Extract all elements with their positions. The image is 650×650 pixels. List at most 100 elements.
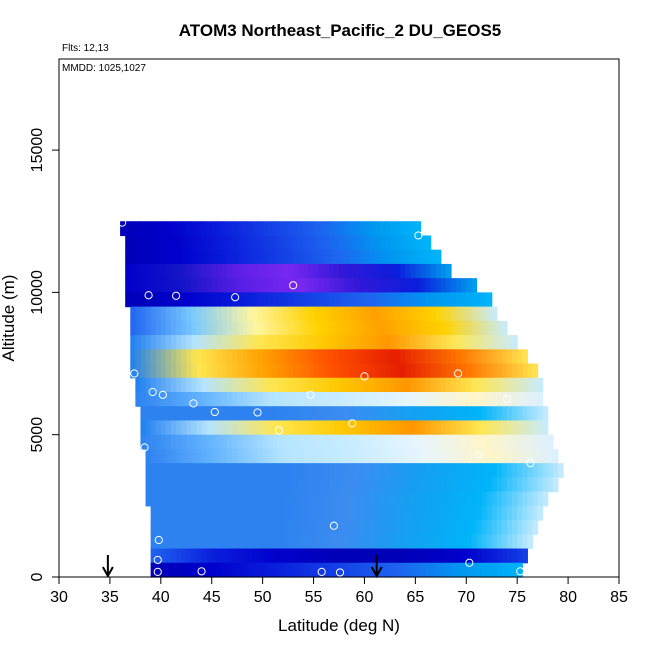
heatmap-cell [400,363,406,379]
heatmap-cell [445,320,452,336]
heatmap-cell [486,491,493,507]
sample-point [189,399,198,408]
heatmap-cell [435,434,442,450]
heatmap-cell [374,377,381,393]
heatmap-cell [318,235,325,251]
heatmap-cell [466,562,472,578]
heatmap-cell [359,434,366,450]
heatmap-cell [466,434,472,450]
heatmap-cell [227,377,233,393]
heatmap-cell [440,377,447,393]
heatmap-cell [369,534,376,550]
heatmap-cell [298,349,304,365]
heatmap-cell [196,520,203,535]
heatmap-cell [196,292,203,308]
heatmap-cell [476,448,483,464]
heatmap-cell [405,406,411,422]
heatmap-cell [293,448,299,464]
heatmap-cell [232,463,238,478]
heatmap-cell [318,420,325,436]
heatmap-cell [471,448,478,464]
heatmap-cell [471,548,478,564]
heatmap-cell [359,392,366,407]
y-axis-label: Altitude (m) [0,275,18,362]
heatmap-cell [140,235,147,251]
heatmap-cell [165,278,172,293]
heatmap-cell [476,392,483,407]
heatmap-cell [415,278,422,293]
sample-point [148,387,157,397]
heatmap-cell [395,221,401,237]
heatmap-cell [135,263,142,279]
heatmap-cell [374,221,381,237]
heatmap-cell [216,392,223,407]
heatmap-cell [293,420,299,436]
heatmap-cell [196,377,203,393]
sample-point [153,555,162,565]
heatmap-cell [298,363,304,379]
heatmap-cell [461,335,467,350]
heatmap-cell [430,377,437,393]
heatmap-cell [466,306,472,322]
heatmap-cell [384,221,391,237]
heatmap-cell [135,335,142,350]
heatmap-cell [359,292,366,308]
heatmap-cell [227,306,233,322]
heatmap-cell [160,463,167,478]
heatmap-cell [191,434,198,450]
heatmap-cell [400,505,406,521]
heatmap-cell [181,278,187,293]
heatmap-cell [323,520,330,535]
heatmap-cell [313,249,320,265]
heatmap-cell [471,406,478,422]
heatmap-cell [318,306,325,322]
heatmap-cell [491,335,498,350]
heatmap-cell [481,505,488,521]
heatmap-cell [491,520,498,535]
heatmap-cell [384,463,391,478]
heatmap-cell [328,392,335,407]
heatmap-cell [267,434,274,450]
heatmap-cell [186,520,192,535]
heatmap-cell [400,392,406,407]
heatmap-cell [191,406,198,422]
heatmap-cell [145,377,152,393]
heatmap-cell [420,306,427,322]
heatmap-cell [405,235,411,251]
heatmap-cell [313,534,320,550]
heatmap-cell [471,320,478,336]
heatmap-cell [374,263,381,279]
flight-arrow [370,555,383,579]
heatmap-cell [430,263,437,279]
heatmap-cell [415,406,422,422]
heatmap-cell [247,335,254,350]
heatmap-cell [298,320,304,336]
heatmap-cell [451,420,457,436]
sample-point [317,567,326,576]
heatmap-cell [196,278,203,293]
heatmap-cell [206,320,213,336]
heatmap-cell [522,548,528,564]
heatmap-cell [410,406,416,422]
sample-point [153,567,162,576]
heatmap-cell [349,463,355,478]
heatmap-cell [288,448,294,464]
heatmap-cell [140,320,147,336]
heatmap-cell [303,406,310,422]
heatmap-cell [267,377,274,393]
heatmap-cell [471,377,478,393]
heatmap-cell [501,562,508,578]
heatmap-cell [491,392,498,407]
heatmap-cell [267,548,274,564]
heatmap-cell [400,434,406,450]
heatmap-cell [165,448,172,464]
heatmap-cell [242,235,248,251]
heatmap-cell [232,278,238,293]
heatmap-cell [445,463,452,478]
heatmap-cell [145,463,152,478]
heatmap-cell [247,562,254,578]
heatmap-cell [425,335,432,350]
heatmap-cell [389,520,396,535]
heatmap-cell [496,548,503,564]
heatmap-cell [165,306,172,322]
